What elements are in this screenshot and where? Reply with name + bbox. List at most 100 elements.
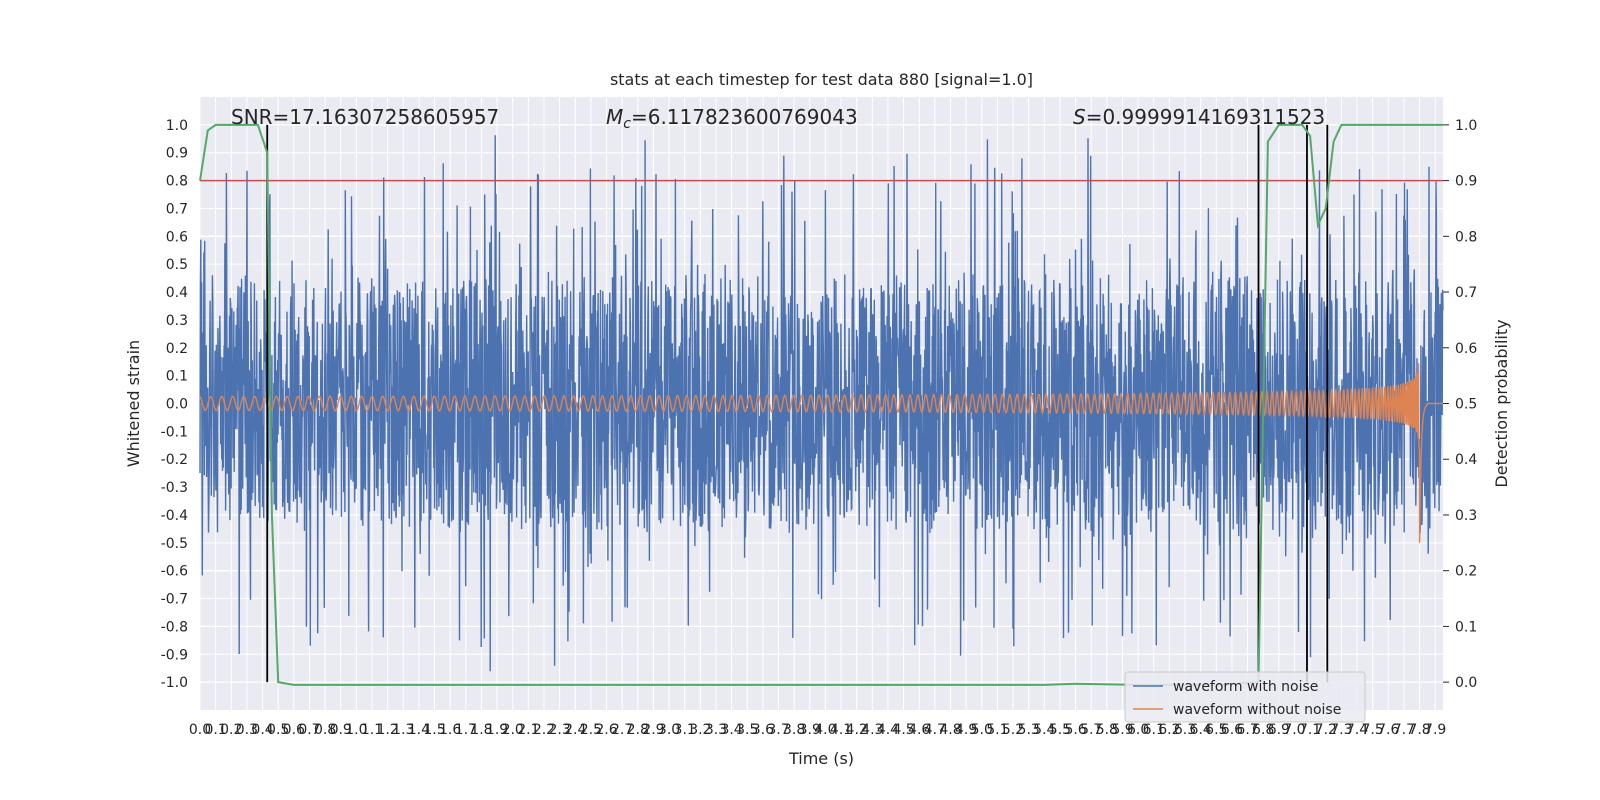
y-left-tick-label: -0.2 [161, 452, 188, 468]
x-tick-label: 2.1 [517, 722, 539, 738]
x-tick-label: 4.0 [814, 722, 836, 738]
x-tick-label: 1.0 [345, 722, 367, 738]
x-tick-label: 3.9 [799, 722, 821, 738]
x-tick-label: 1.8 [470, 722, 492, 738]
y-left-tick-label: -0.3 [161, 480, 188, 496]
x-tick-label: 4.7 [924, 722, 946, 738]
series-waveform-without-noise [199, 363, 1443, 543]
x-tick-label: 5.7 [1080, 722, 1102, 738]
annotation-mc-value: =6.117823600769043 [631, 105, 858, 129]
x-tick-label: 6.9 [1268, 722, 1290, 738]
x-tick-label: 1.3 [392, 722, 414, 738]
x-tick-label: 0.7 [298, 722, 320, 738]
x-tick-label: 1.2 [376, 722, 398, 738]
x-tick-label: 3.7 [767, 722, 789, 738]
x-axis-label: Time (s) [788, 749, 854, 768]
x-tick-label: 4.6 [908, 722, 930, 738]
x-tick-label: 0.3 [236, 722, 258, 738]
x-tick-label: 6.1 [1143, 722, 1165, 738]
x-tick-label: 5.9 [1111, 722, 1133, 738]
x-tick-label: 1.6 [439, 722, 461, 738]
annotation-s-value: =0.9999914169311523 [1086, 105, 1325, 129]
y-left-tick-label: -0.8 [161, 619, 188, 635]
y-left-tick-label: 0.6 [166, 229, 188, 245]
x-tick-label: 4.8 [939, 722, 961, 738]
y-left-tick-label: -0.9 [161, 647, 188, 663]
x-tick-label: 3.0 [658, 722, 680, 738]
x-tick-label: 0.6 [283, 722, 305, 738]
x-tick-label: 3.4 [720, 722, 742, 738]
y-left-tick-label: 0.5 [166, 257, 188, 273]
y-right-tick-label: 0.3 [1455, 508, 1477, 524]
x-tick-label: 7.0 [1283, 722, 1305, 738]
y-axis-left-label: Whitened strain [124, 340, 143, 467]
annotation-s-symbol: S [1073, 105, 1086, 129]
waveform-clean-line [199, 363, 1443, 543]
y-left-tick-label: 0.0 [166, 397, 188, 413]
y-axis-right-ticks: 0.0 0.1 0.2 0.3 0.4 0.5 0.6 0.7 0.8 0.9 1.0 [1443, 118, 1477, 691]
x-tick-label: 1.9 [486, 722, 508, 738]
x-tick-label: 7.6 [1377, 722, 1399, 738]
x-tick-label: 5.8 [1096, 722, 1118, 738]
x-tick-label: 4.9 [955, 722, 977, 738]
x-tick-label: 0.1 [205, 722, 227, 738]
legend-label-noise: waveform with noise [1173, 679, 1318, 695]
x-tick-label: 4.3 [861, 722, 883, 738]
y-left-tick-label: 0.8 [166, 174, 188, 190]
x-tick-label: 7.9 [1424, 722, 1446, 738]
annotation-chirp-mass: Mc=6.117823600769043 [606, 105, 858, 132]
y-left-tick-label: 1.0 [166, 118, 188, 134]
x-tick-label: 6.0 [1127, 722, 1149, 738]
y-left-tick-label: 0.1 [166, 369, 188, 385]
waveform-noise-line [199, 135, 1444, 672]
x-tick-label: 0.8 [314, 722, 336, 738]
legend-label-clean: waveform without noise [1173, 702, 1341, 718]
x-tick-label: 6.3 [1174, 722, 1196, 738]
x-tick-label: 5.0 [971, 722, 993, 738]
x-tick-label: 5.4 [1033, 722, 1055, 738]
y-right-tick-label: 0.6 [1455, 341, 1477, 357]
y-right-tick-label: 0.7 [1455, 285, 1477, 301]
x-tick-label: 6.2 [1158, 722, 1180, 738]
x-tick-label: 4.5 [892, 722, 914, 738]
x-tick-label: 6.8 [1252, 722, 1274, 738]
y-right-tick-label: 0.8 [1455, 229, 1477, 245]
y-left-tick-label: -1.0 [161, 675, 188, 691]
x-tick-label: 5.5 [1049, 722, 1071, 738]
series-detection-probability [199, 123, 1443, 686]
x-tick-label: 2.6 [595, 722, 617, 738]
y-axis-right-label: Detection probability [1492, 319, 1511, 487]
x-tick-label: 5.1 [986, 722, 1008, 738]
x-tick-label: 4.1 [830, 722, 852, 738]
x-tick-label: 1.5 [423, 722, 445, 738]
y-right-tick-label: 1.0 [1455, 118, 1477, 134]
x-tick-label: 3.6 [752, 722, 774, 738]
x-tick-label: 4.4 [877, 722, 899, 738]
x-tick-label: 7.3 [1330, 722, 1352, 738]
x-tick-label: 7.2 [1315, 722, 1337, 738]
x-tick-label: 6.7 [1236, 722, 1258, 738]
x-tick-label: 0.4 [251, 722, 273, 738]
x-tick-label: 2.4 [564, 722, 586, 738]
y-left-tick-label: -0.4 [161, 508, 188, 524]
x-tick-label: 2.3 [548, 722, 570, 738]
x-tick-label: 1.4 [408, 722, 430, 738]
annotation-s: S=0.9999914169311523 [1073, 105, 1325, 129]
x-tick-label: 0.9 [330, 722, 352, 738]
y-left-tick-label: 0.9 [166, 146, 188, 162]
x-tick-label: 7.7 [1393, 722, 1415, 738]
x-tick-label: 2.0 [502, 722, 524, 738]
y-right-tick-label: 0.1 [1455, 619, 1477, 635]
x-tick-label: 6.5 [1205, 722, 1227, 738]
x-tick-label: 3.3 [705, 722, 727, 738]
detection-probability-line [199, 123, 1443, 686]
x-tick-label: 6.4 [1190, 722, 1212, 738]
chart-title: stats at each timestep for test data 880… [610, 70, 1033, 89]
y-left-tick-label: 0.2 [166, 341, 188, 357]
x-tick-label: 4.2 [846, 722, 868, 738]
x-tick-label: 5.6 [1064, 722, 1086, 738]
y-left-tick-label: -0.5 [161, 536, 188, 552]
y-left-tick-label: -0.6 [161, 564, 188, 580]
x-tick-label: 1.7 [455, 722, 477, 738]
